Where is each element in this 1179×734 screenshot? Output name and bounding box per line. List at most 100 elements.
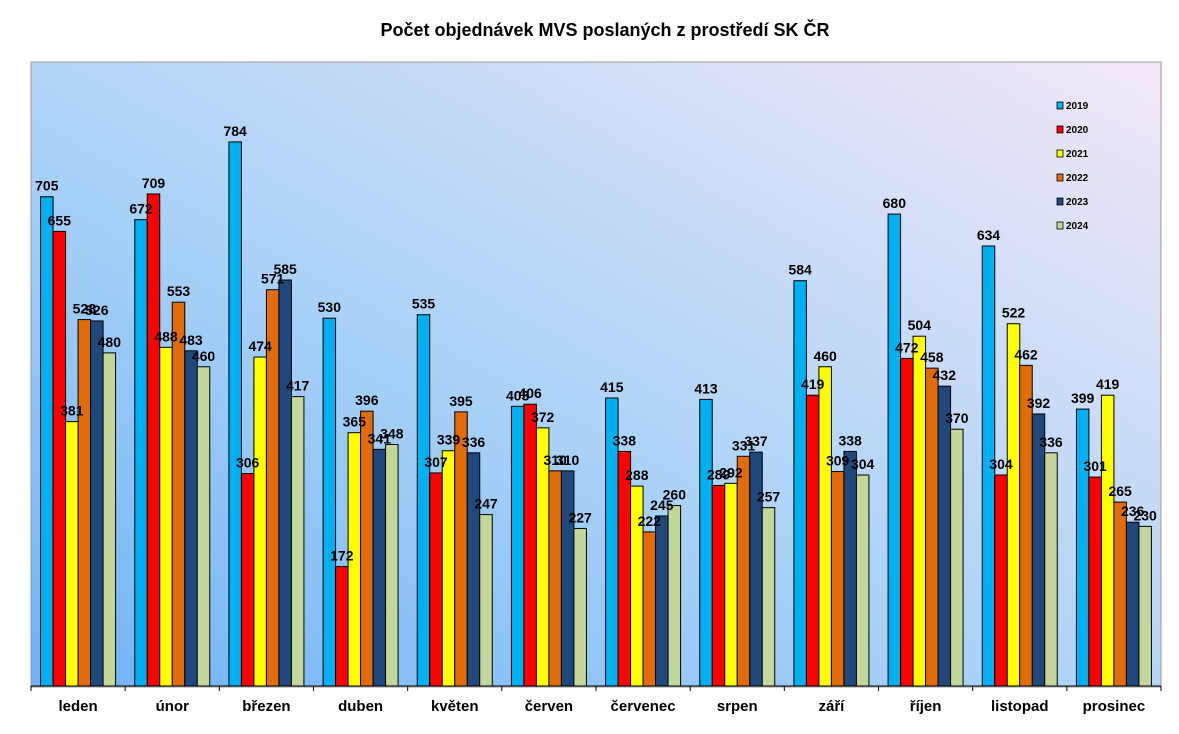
legend-label-2021: 2021 bbox=[1066, 149, 1089, 160]
bar-2024-duben bbox=[385, 443, 399, 687]
legend-swatch-2024 bbox=[1056, 221, 1064, 230]
data-label: 530 bbox=[318, 299, 342, 315]
data-label: 584 bbox=[788, 262, 812, 278]
legend-label-2023: 2023 bbox=[1066, 197, 1089, 208]
bar-2019-duben bbox=[322, 317, 337, 687]
category-label: květen bbox=[431, 698, 479, 715]
bar-2020-prosinec bbox=[1088, 476, 1102, 687]
data-label: 306 bbox=[236, 455, 260, 471]
data-label: 419 bbox=[1096, 376, 1120, 392]
data-label: 458 bbox=[920, 349, 944, 365]
bars-layer bbox=[40, 141, 1152, 687]
data-label: 528 bbox=[73, 301, 97, 317]
data-label: 304 bbox=[851, 456, 875, 472]
category-label: duben bbox=[338, 698, 383, 715]
legend-swatch-2022 bbox=[1056, 173, 1064, 182]
data-label: 338 bbox=[613, 432, 637, 448]
bar-2023-duben bbox=[372, 448, 387, 687]
category-label: únor bbox=[156, 698, 189, 715]
data-label: 348 bbox=[380, 425, 404, 441]
data-label: 341 bbox=[368, 430, 392, 446]
data-label: 705 bbox=[35, 178, 59, 194]
bar-2021-listopad bbox=[1006, 323, 1021, 687]
bar-2023-listopad bbox=[1031, 413, 1046, 687]
category-label: červen bbox=[525, 698, 573, 715]
bar-2023-srpen bbox=[749, 451, 763, 687]
category-label: srpen bbox=[717, 698, 758, 715]
bar-2021-únor bbox=[159, 346, 173, 687]
data-label: 413 bbox=[694, 380, 718, 396]
data-label: 336 bbox=[1039, 434, 1063, 450]
data-label: 307 bbox=[424, 454, 448, 470]
data-label: 365 bbox=[343, 414, 367, 430]
bar-2021-prosinec bbox=[1100, 394, 1115, 687]
data-label: 432 bbox=[933, 367, 957, 383]
chart-title: Počet objednávek MVS poslaných z prostře… bbox=[380, 19, 829, 40]
x-axis: leden únor březen duben květen červen červenec… bbox=[30, 685, 1162, 715]
data-label: 483 bbox=[179, 332, 203, 348]
data-label: 222 bbox=[638, 513, 662, 529]
data-label: 462 bbox=[1014, 346, 1038, 362]
data-label: 399 bbox=[1071, 390, 1095, 406]
data-label: 585 bbox=[273, 261, 297, 277]
bar-2022-květen bbox=[454, 411, 468, 687]
data-label: 304 bbox=[989, 456, 1013, 472]
data-label: 406 bbox=[518, 385, 542, 401]
category-label: prosinec bbox=[1083, 698, 1146, 715]
bar-2023-červen bbox=[560, 470, 575, 687]
category-label: listopad bbox=[991, 698, 1049, 715]
bar-2021-březen bbox=[253, 356, 267, 687]
bar-2023-říjen bbox=[937, 385, 952, 687]
data-label: 535 bbox=[412, 296, 436, 312]
data-label: 310 bbox=[556, 452, 580, 468]
legend: 2019 2020 2021 2022 2023 2024 bbox=[1056, 101, 1089, 232]
bar-2024-říjen bbox=[950, 428, 964, 687]
data-label: 338 bbox=[838, 432, 862, 448]
bar-2023-březen bbox=[278, 279, 292, 687]
bar-2022-listopad bbox=[1019, 364, 1033, 687]
bar-2021-květen bbox=[441, 450, 456, 687]
data-label: 480 bbox=[98, 334, 122, 350]
data-label: 288 bbox=[625, 467, 649, 483]
bar-2020-květen bbox=[429, 472, 443, 687]
bar-2020-listopad bbox=[994, 474, 1008, 687]
bar-2023-červenec bbox=[655, 515, 669, 687]
data-label: 289 bbox=[707, 466, 731, 482]
data-label: 526 bbox=[85, 302, 109, 318]
data-label: 265 bbox=[1108, 483, 1132, 499]
bar-2024-květen bbox=[479, 514, 493, 687]
data-label: 337 bbox=[744, 433, 768, 449]
bar-2023-prosinec bbox=[1125, 521, 1140, 687]
data-label: 522 bbox=[1002, 305, 1026, 321]
category-label: září bbox=[818, 698, 845, 715]
bar-2024-únor bbox=[196, 366, 211, 687]
category-label: březen bbox=[242, 698, 290, 715]
legend-label-2024: 2024 bbox=[1066, 221, 1089, 232]
data-label: 260 bbox=[663, 487, 687, 503]
data-label: 339 bbox=[437, 432, 461, 448]
data-label: 392 bbox=[1027, 395, 1051, 411]
data-label: 331 bbox=[732, 437, 756, 453]
legend-label-2019: 2019 bbox=[1066, 101, 1089, 112]
data-label: 230 bbox=[1133, 507, 1157, 523]
bar-2020-září bbox=[805, 394, 820, 687]
bar-2019-říjen bbox=[887, 213, 902, 687]
plot-area bbox=[30, 61, 1162, 688]
bar-2024-červenec bbox=[667, 505, 682, 687]
data-label: 301 bbox=[1083, 458, 1107, 474]
data-label: 415 bbox=[600, 379, 624, 395]
data-label: 504 bbox=[908, 317, 932, 333]
bar-2022-září bbox=[830, 471, 845, 687]
bar-2020-říjen bbox=[900, 357, 914, 687]
bar-2019-srpen bbox=[699, 398, 713, 687]
bar-2024-březen bbox=[290, 396, 305, 687]
bar-2024-prosinec bbox=[1138, 525, 1152, 687]
data-label: 474 bbox=[248, 338, 272, 354]
bar-2020-červenec bbox=[617, 450, 632, 687]
data-label: 472 bbox=[895, 339, 919, 355]
bar-2022-červen bbox=[548, 470, 562, 687]
bar-2022-srpen bbox=[736, 455, 751, 687]
bar-2020-červen bbox=[523, 403, 537, 687]
data-label: 227 bbox=[568, 509, 592, 525]
bar-2019-březen bbox=[228, 141, 242, 687]
